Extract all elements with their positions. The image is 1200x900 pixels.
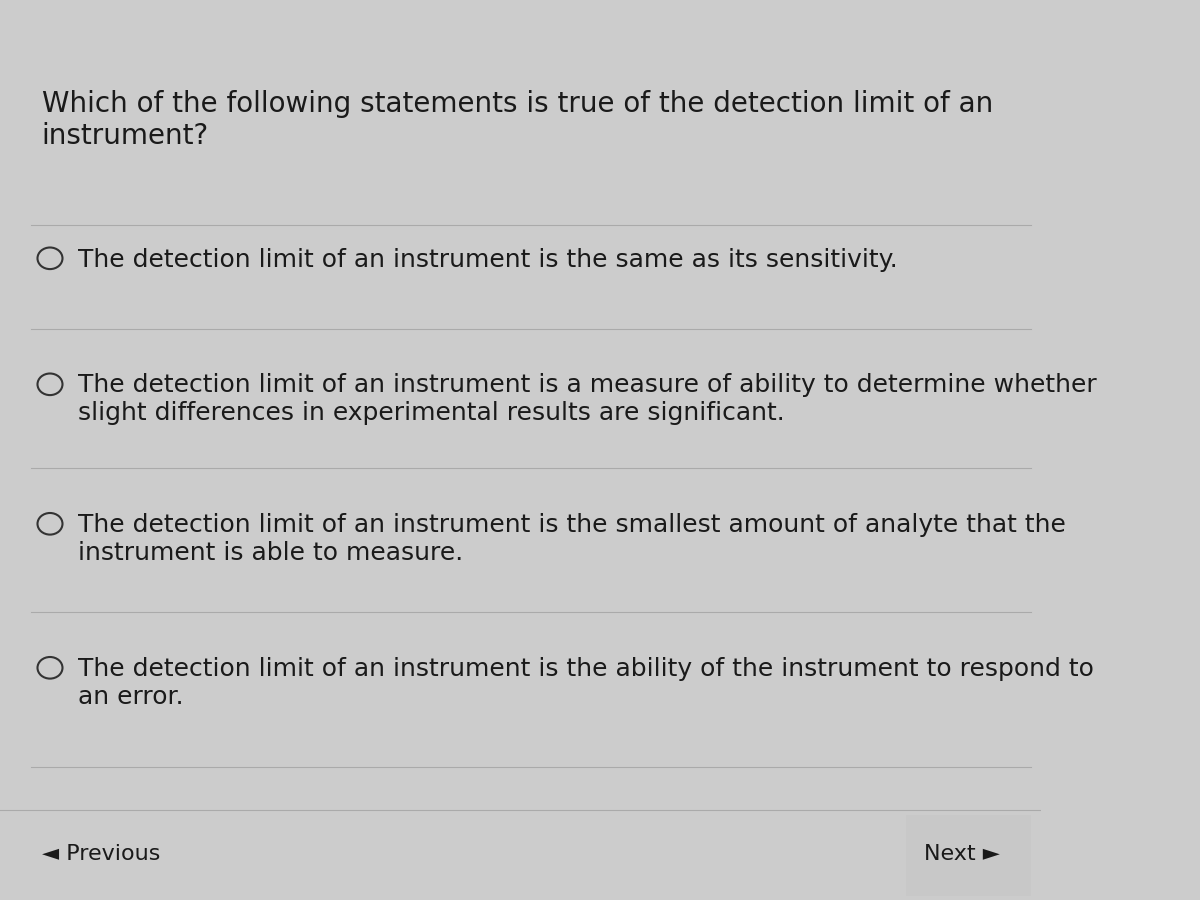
Text: ◄ Previous: ◄ Previous [42,844,160,864]
Text: Next ►: Next ► [924,844,1000,864]
Text: The detection limit of an instrument is the ability of the instrument to respond: The detection limit of an instrument is … [78,657,1094,709]
Text: The detection limit of an instrument is the same as its sensitivity.: The detection limit of an instrument is … [78,248,898,272]
Text: The detection limit of an instrument is a measure of ability to determine whethe: The detection limit of an instrument is … [78,374,1097,426]
FancyBboxPatch shape [906,814,1031,896]
Text: The detection limit of an instrument is the smallest amount of analyte that the
: The detection limit of an instrument is … [78,513,1066,565]
Text: Which of the following statements is true of the detection limit of an
instrumen: Which of the following statements is tru… [42,90,992,150]
